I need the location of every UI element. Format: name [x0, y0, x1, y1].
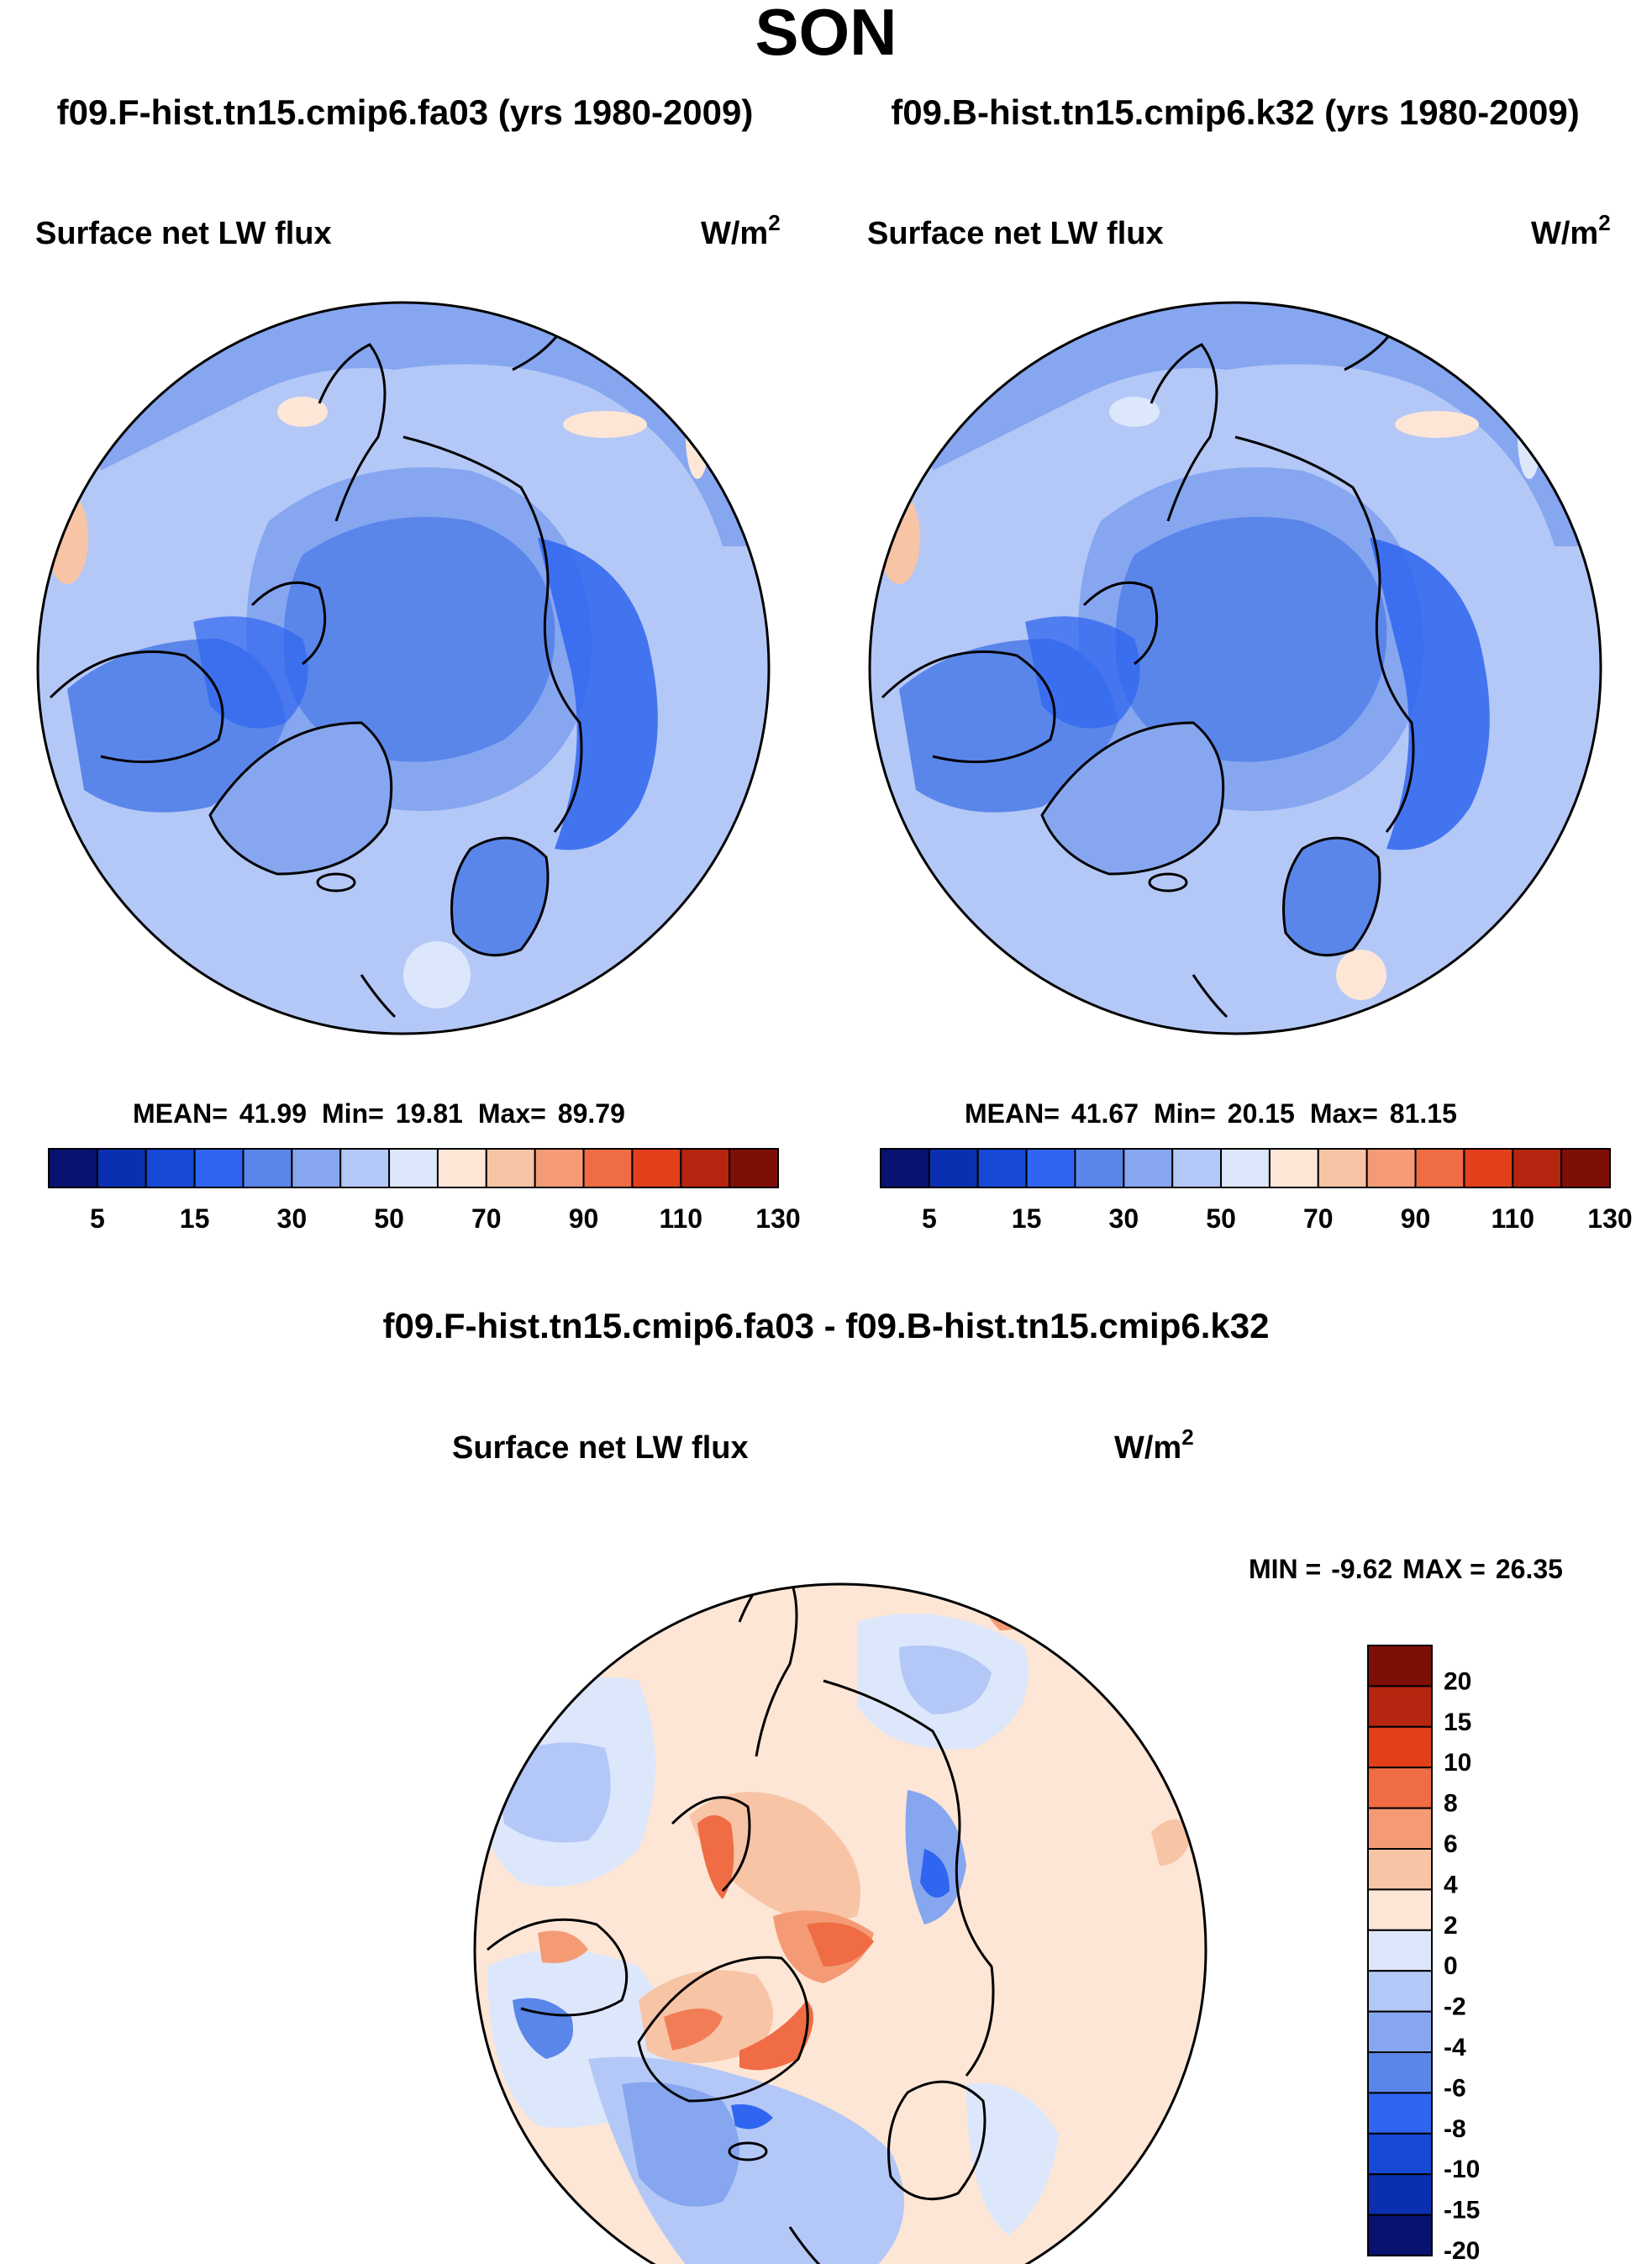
colorbar-tick-label: -2	[1444, 1993, 1466, 2021]
colorbar-tick-label: 130	[755, 1203, 800, 1234]
colorbar-swatch	[1367, 2010, 1433, 2054]
colorbar-swatch	[1367, 1970, 1433, 2013]
panel-left-units: W/m2	[701, 210, 781, 251]
colorbar-swatch	[729, 1148, 780, 1188]
panel-right-map	[870, 303, 1601, 1034]
colorbar-swatch	[436, 1148, 487, 1188]
panel-left-colorbar: 5 15 30 50 70 90 110 130	[48, 1148, 801, 1234]
colorbar-swatch	[1367, 2214, 1433, 2257]
panel-right-units: W/m2	[1531, 210, 1611, 251]
colorbar-swatch	[339, 1148, 391, 1188]
colorbar-tick-label: 30	[1109, 1203, 1139, 1234]
colorbar-tick-label: 2	[1444, 1912, 1458, 1940]
colorbar-tick-label: 4	[1444, 1871, 1458, 1898]
colorbar-swatch	[1025, 1148, 1076, 1188]
colorbar-tick-label: 8	[1444, 1790, 1458, 1818]
colorbar-swatch	[1463, 1148, 1514, 1188]
colorbar-tick-label: -20	[1444, 2237, 1480, 2264]
colorbar-swatch	[928, 1148, 979, 1188]
colorbar-swatch	[1367, 2173, 1433, 2216]
figure-title: SON	[755, 0, 897, 69]
colorbar-tick-label: -15	[1444, 2197, 1480, 2225]
panel-right-variable: Surface net LW flux	[867, 216, 1164, 251]
colorbar-swatch	[582, 1148, 634, 1188]
panel-diff-units: W/m2	[1114, 1424, 1194, 1466]
colorbar-swatch	[1367, 1685, 1433, 1728]
colorbar-swatch	[1512, 1148, 1563, 1188]
colorbar-swatch	[1367, 1807, 1433, 1851]
panel-right-colorbar: 5 15 30 50 70 90 110 130	[880, 1148, 1633, 1234]
colorbar-swatch	[534, 1148, 585, 1188]
colorbar-tick-label: 5	[922, 1203, 937, 1234]
colorbar-tick-label: 90	[1401, 1203, 1431, 1234]
colorbar-tick-label: 20	[1444, 1667, 1471, 1695]
colorbar-swatch	[976, 1148, 1028, 1188]
panel-right-stats: MEAN= 41.67 Min= 20.15 Max= 81.15	[965, 1098, 1457, 1129]
colorbar-tick-label: 5	[90, 1203, 105, 1234]
colorbar-swatch	[1074, 1148, 1125, 1188]
colorbar-tick-label: 110	[1491, 1203, 1534, 1234]
right-run-subtitle: f09.B-hist.tn15.cmip6.k32 (yrs 1980-2009…	[891, 92, 1579, 132]
panel-left-variable: Surface net LW flux	[35, 216, 332, 251]
colorbar-swatch	[1367, 2051, 1433, 2094]
colorbar-swatch	[880, 1148, 930, 1188]
colorbar-swatch	[145, 1148, 196, 1188]
colorbar-tick-label: 15	[1444, 1709, 1471, 1736]
colorbar-swatch	[388, 1148, 439, 1188]
colorbar-tick-label: 15	[1012, 1203, 1042, 1234]
colorbar-swatch	[631, 1148, 682, 1188]
panel-right: Surface net LW flux W/m2	[867, 210, 1633, 1234]
panel-diff-stats: MIN = -9.62 MAX = 26.35	[1249, 1554, 1563, 1584]
colorbar-swatch	[1367, 1848, 1433, 1891]
colorbar-tick-label: 110	[659, 1203, 702, 1234]
colorbar-swatch	[1367, 1929, 1433, 1972]
colorbar-tick-label: 10	[1444, 1749, 1471, 1777]
colorbar-swatch	[1367, 2092, 1433, 2135]
colorbar-swatch	[48, 1148, 98, 1188]
colorbar-swatch	[1367, 1766, 1433, 1809]
colorbar-tick-label: -10	[1444, 2156, 1480, 2183]
panel-difference: Surface net LW flux W/m2	[452, 1424, 1563, 2264]
colorbar-swatch	[1365, 1148, 1417, 1188]
colorbar-tick-label: 30	[277, 1203, 308, 1234]
colorbar-swatch	[193, 1148, 245, 1188]
colorbar-swatch	[1123, 1148, 1174, 1188]
colorbar-tick-label: -6	[1444, 2074, 1466, 2102]
colorbar-tick-label: 0	[1444, 1952, 1458, 1980]
colorbar-tick-label: 130	[1587, 1203, 1632, 1234]
left-run-subtitle: f09.F-hist.tn15.cmip6.fa03 (yrs 1980-200…	[57, 92, 754, 132]
colorbar-tick-label: 50	[374, 1203, 404, 1234]
colorbar-tick-label: -4	[1444, 2034, 1466, 2061]
panel-left-map	[38, 303, 769, 1034]
colorbar-swatch	[1268, 1148, 1319, 1188]
colorbar-tick-label: 6	[1444, 1830, 1458, 1858]
colorbar-swatch	[1220, 1148, 1271, 1188]
difference-title: f09.F-hist.tn15.cmip6.fa03 - f09.B-hist.…	[382, 1306, 1269, 1345]
colorbar-swatch	[680, 1148, 731, 1188]
panel-left: Surface net LW flux W/m2	[35, 210, 801, 1234]
colorbar-swatch	[242, 1148, 293, 1188]
colorbar-swatch	[1367, 2132, 1433, 2176]
colorbar-swatch	[1367, 1725, 1433, 1769]
colorbar-swatch	[1171, 1148, 1223, 1188]
panel-diff-variable: Surface net LW flux	[452, 1430, 749, 1466]
colorbar-tick-label: 70	[471, 1203, 502, 1234]
colorbar-swatch	[1317, 1148, 1368, 1188]
colorbar-tick-label: -8	[1444, 2115, 1466, 2143]
colorbar-swatch	[291, 1148, 342, 1188]
colorbar-tick-label: 90	[569, 1203, 599, 1234]
colorbar-swatch	[1414, 1148, 1465, 1188]
colorbar-swatch	[96, 1148, 147, 1188]
colorbar-tick-label: 50	[1206, 1203, 1236, 1234]
colorbar-tick-label: 15	[180, 1203, 210, 1234]
colorbar-swatch	[1367, 1888, 1433, 1931]
colorbar-swatch	[1367, 1645, 1433, 1687]
colorbar-tick-label: 70	[1303, 1203, 1334, 1234]
panel-diff-map	[475, 1584, 1206, 2264]
colorbar-swatch	[1560, 1148, 1611, 1188]
panel-left-stats: MEAN= 41.99 Min= 19.81 Max= 89.79	[133, 1098, 625, 1129]
colorbar-swatch	[485, 1148, 536, 1188]
